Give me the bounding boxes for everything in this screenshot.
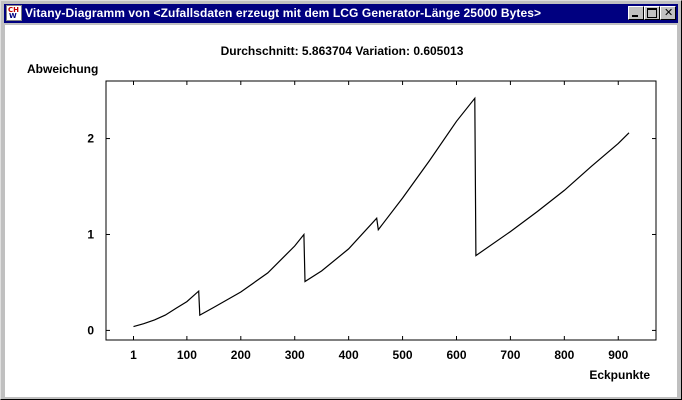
app-icon[interactable]: CH W bbox=[6, 5, 22, 21]
x-tick-label: 300 bbox=[285, 348, 305, 362]
x-tick-label: 1 bbox=[130, 348, 137, 362]
y-axis-label: Abweichung bbox=[27, 62, 98, 76]
window-title: Vitany-Diagramm von <Zufallsdaten erzeug… bbox=[25, 6, 542, 20]
y-tick-label: 0 bbox=[87, 323, 94, 337]
x-tick-label: 500 bbox=[393, 348, 413, 362]
x-tick-label: 800 bbox=[554, 348, 574, 362]
x-axis-label: Eckpunkte bbox=[589, 368, 650, 382]
plot-frame bbox=[105, 80, 657, 341]
minimize-icon[interactable] bbox=[628, 6, 644, 20]
x-tick-label: 100 bbox=[177, 348, 197, 362]
y-tick-label: 1 bbox=[87, 227, 94, 241]
chart-area: Durchschnitt: 5.863704 Variation: 0.6050… bbox=[5, 25, 677, 397]
title-bar[interactable]: CH W Vitany-Diagramm von <Zufallsdaten e… bbox=[4, 4, 678, 23]
series-line bbox=[133, 96, 630, 328]
chart-svg: Durchschnitt: 5.863704 Variation: 0.6050… bbox=[27, 44, 657, 382]
x-tick-label: 400 bbox=[339, 348, 359, 362]
y-tick-label: 2 bbox=[87, 132, 94, 146]
close-icon[interactable] bbox=[660, 6, 676, 20]
x-tick-label: 700 bbox=[500, 348, 520, 362]
maximize-icon[interactable] bbox=[644, 6, 660, 20]
x-tick-label: 200 bbox=[231, 348, 251, 362]
x-tick-label: 900 bbox=[608, 348, 628, 362]
chart-title: Durchschnitt: 5.863704 Variation: 0.6050… bbox=[221, 44, 464, 58]
x-tick-label: 600 bbox=[446, 348, 466, 362]
